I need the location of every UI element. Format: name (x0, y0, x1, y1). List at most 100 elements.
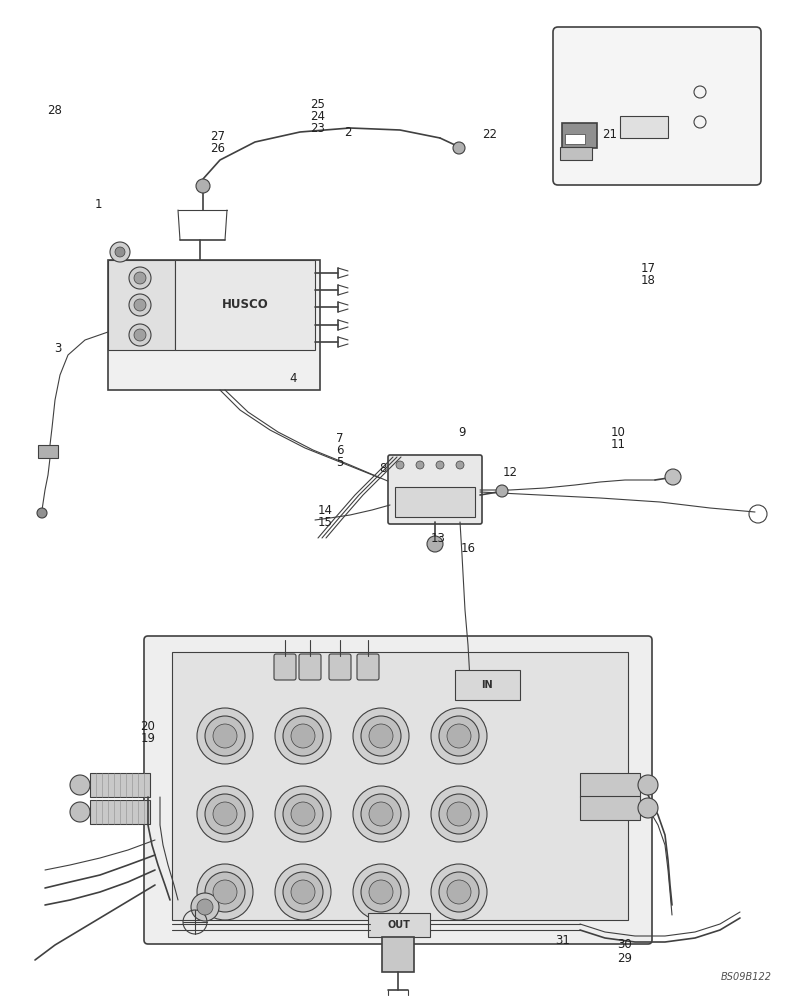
Circle shape (439, 716, 479, 756)
Bar (562, 123, 597, 148)
Circle shape (197, 786, 253, 842)
FancyBboxPatch shape (553, 27, 761, 185)
Circle shape (275, 708, 331, 764)
Text: 29: 29 (618, 952, 633, 964)
Circle shape (134, 329, 146, 341)
Text: 20: 20 (141, 720, 155, 732)
Bar (455, 670, 520, 700)
Circle shape (353, 708, 409, 764)
Circle shape (369, 880, 393, 904)
Circle shape (213, 880, 237, 904)
Text: OUT: OUT (387, 920, 410, 930)
Text: 18: 18 (641, 273, 655, 286)
Text: 26: 26 (210, 141, 226, 154)
Circle shape (213, 724, 237, 748)
Text: 4: 4 (290, 371, 297, 384)
Circle shape (353, 864, 409, 920)
Text: 19: 19 (141, 732, 155, 744)
Circle shape (439, 872, 479, 912)
Text: 10: 10 (610, 426, 626, 438)
Text: 2: 2 (344, 126, 352, 139)
Circle shape (416, 461, 424, 469)
Text: 30: 30 (618, 938, 632, 952)
Bar (90, 800, 150, 824)
Bar (90, 773, 150, 797)
Circle shape (638, 798, 658, 818)
Text: 15: 15 (318, 516, 333, 528)
Circle shape (129, 324, 151, 346)
Circle shape (396, 461, 404, 469)
Circle shape (213, 802, 237, 826)
Text: 3: 3 (54, 342, 62, 355)
Circle shape (447, 724, 471, 748)
Bar (580, 773, 640, 797)
FancyBboxPatch shape (388, 455, 482, 524)
Circle shape (197, 708, 253, 764)
Bar (620, 116, 668, 138)
Text: 16: 16 (461, 542, 475, 554)
Circle shape (205, 794, 245, 834)
Bar (395, 487, 475, 517)
Circle shape (275, 864, 331, 920)
Circle shape (361, 716, 401, 756)
Circle shape (447, 880, 471, 904)
Circle shape (291, 802, 315, 826)
Circle shape (361, 794, 401, 834)
Circle shape (456, 461, 464, 469)
Text: 8: 8 (379, 462, 386, 475)
Circle shape (369, 802, 393, 826)
Text: 24: 24 (310, 109, 326, 122)
Text: 17: 17 (641, 261, 655, 274)
Polygon shape (108, 260, 320, 390)
FancyBboxPatch shape (299, 654, 321, 680)
Bar (382, 937, 414, 972)
Circle shape (665, 469, 681, 485)
Circle shape (197, 899, 213, 915)
Circle shape (37, 508, 47, 518)
Circle shape (110, 242, 130, 262)
Circle shape (436, 461, 444, 469)
Circle shape (439, 794, 479, 834)
Circle shape (638, 775, 658, 795)
Text: IN: IN (481, 680, 493, 690)
Circle shape (283, 716, 323, 756)
Bar (565, 134, 585, 144)
Circle shape (205, 872, 245, 912)
Circle shape (496, 485, 508, 497)
Text: 23: 23 (310, 121, 326, 134)
Circle shape (129, 267, 151, 289)
Circle shape (431, 708, 487, 764)
Circle shape (129, 294, 151, 316)
Circle shape (431, 786, 487, 842)
Circle shape (205, 716, 245, 756)
Bar (368, 913, 430, 937)
Circle shape (453, 142, 465, 154)
Circle shape (70, 775, 90, 795)
FancyBboxPatch shape (357, 654, 379, 680)
Bar (560, 147, 592, 160)
Text: 12: 12 (502, 466, 518, 479)
Text: 1: 1 (94, 198, 102, 212)
Circle shape (291, 724, 315, 748)
Text: 6: 6 (336, 444, 344, 456)
Circle shape (369, 724, 393, 748)
Circle shape (353, 786, 409, 842)
Circle shape (427, 536, 443, 552)
Circle shape (447, 802, 471, 826)
Text: 7: 7 (336, 432, 344, 444)
Circle shape (197, 864, 253, 920)
Text: 31: 31 (555, 934, 570, 946)
Text: 5: 5 (336, 456, 344, 468)
FancyBboxPatch shape (274, 654, 296, 680)
Circle shape (291, 880, 315, 904)
Text: 21: 21 (602, 128, 618, 141)
Circle shape (70, 802, 90, 822)
Circle shape (134, 299, 146, 311)
Circle shape (191, 893, 219, 921)
FancyBboxPatch shape (329, 654, 351, 680)
Text: 22: 22 (482, 128, 498, 141)
Text: 14: 14 (318, 504, 333, 516)
Circle shape (283, 872, 323, 912)
Circle shape (115, 247, 125, 257)
FancyBboxPatch shape (144, 636, 652, 944)
